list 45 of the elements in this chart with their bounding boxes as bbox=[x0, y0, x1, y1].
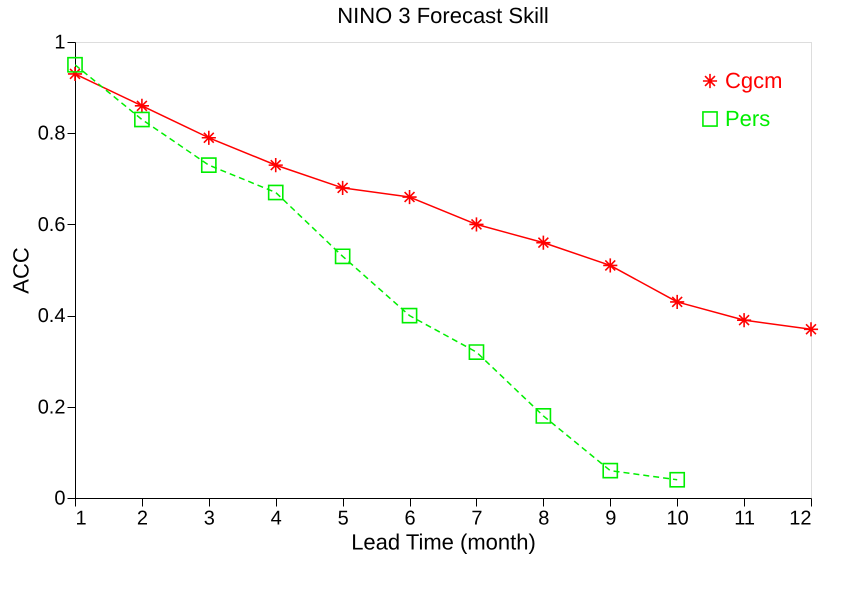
x-tick-label: 10 bbox=[666, 508, 689, 530]
point bbox=[535, 408, 552, 424]
x-tick-label: 6 bbox=[404, 508, 416, 530]
x-axis-title: Lead Time (month) bbox=[351, 530, 536, 554]
legend-label: Cgcm bbox=[725, 68, 782, 93]
point bbox=[402, 189, 418, 205]
chart-title: NINO 3 Forecast Skill bbox=[337, 3, 549, 28]
legend-label: Pers bbox=[725, 106, 770, 131]
x-tick-label: 5 bbox=[338, 508, 349, 530]
point bbox=[468, 216, 484, 232]
point bbox=[134, 98, 150, 114]
y-tick-label: 0 bbox=[54, 488, 66, 510]
point bbox=[803, 321, 819, 338]
x-tick-label: 7 bbox=[471, 508, 483, 530]
point bbox=[200, 130, 217, 146]
y-tick-label: 0.8 bbox=[38, 122, 66, 145]
point bbox=[67, 66, 83, 82]
point bbox=[602, 258, 618, 274]
point bbox=[334, 180, 351, 196]
x-tick-label: 4 bbox=[270, 508, 282, 530]
point bbox=[268, 184, 284, 200]
point bbox=[268, 157, 284, 173]
point bbox=[402, 308, 418, 324]
y-tick-label: 0.2 bbox=[38, 396, 66, 418]
y-tick-label: 0.4 bbox=[38, 305, 66, 328]
point bbox=[134, 112, 150, 128]
point bbox=[535, 234, 552, 251]
point bbox=[200, 157, 217, 173]
point bbox=[669, 472, 686, 488]
point bbox=[736, 312, 752, 328]
x-tick-label: 12 bbox=[789, 508, 812, 530]
x-tick-label: 1 bbox=[76, 508, 87, 530]
point bbox=[602, 462, 618, 479]
x-tick-label: 11 bbox=[734, 508, 755, 530]
x-tick-label: 2 bbox=[136, 508, 148, 530]
y-tick-label: 1 bbox=[54, 32, 66, 54]
y-axis-title: ACC bbox=[8, 247, 34, 294]
point bbox=[669, 294, 686, 310]
y-tick-label: 0.6 bbox=[38, 214, 66, 236]
point bbox=[468, 344, 484, 360]
x-tick-label: 3 bbox=[204, 508, 215, 530]
point bbox=[334, 248, 351, 264]
point bbox=[67, 56, 83, 73]
x-tick-label: 9 bbox=[605, 508, 616, 530]
x-tick-label: 8 bbox=[538, 508, 550, 530]
